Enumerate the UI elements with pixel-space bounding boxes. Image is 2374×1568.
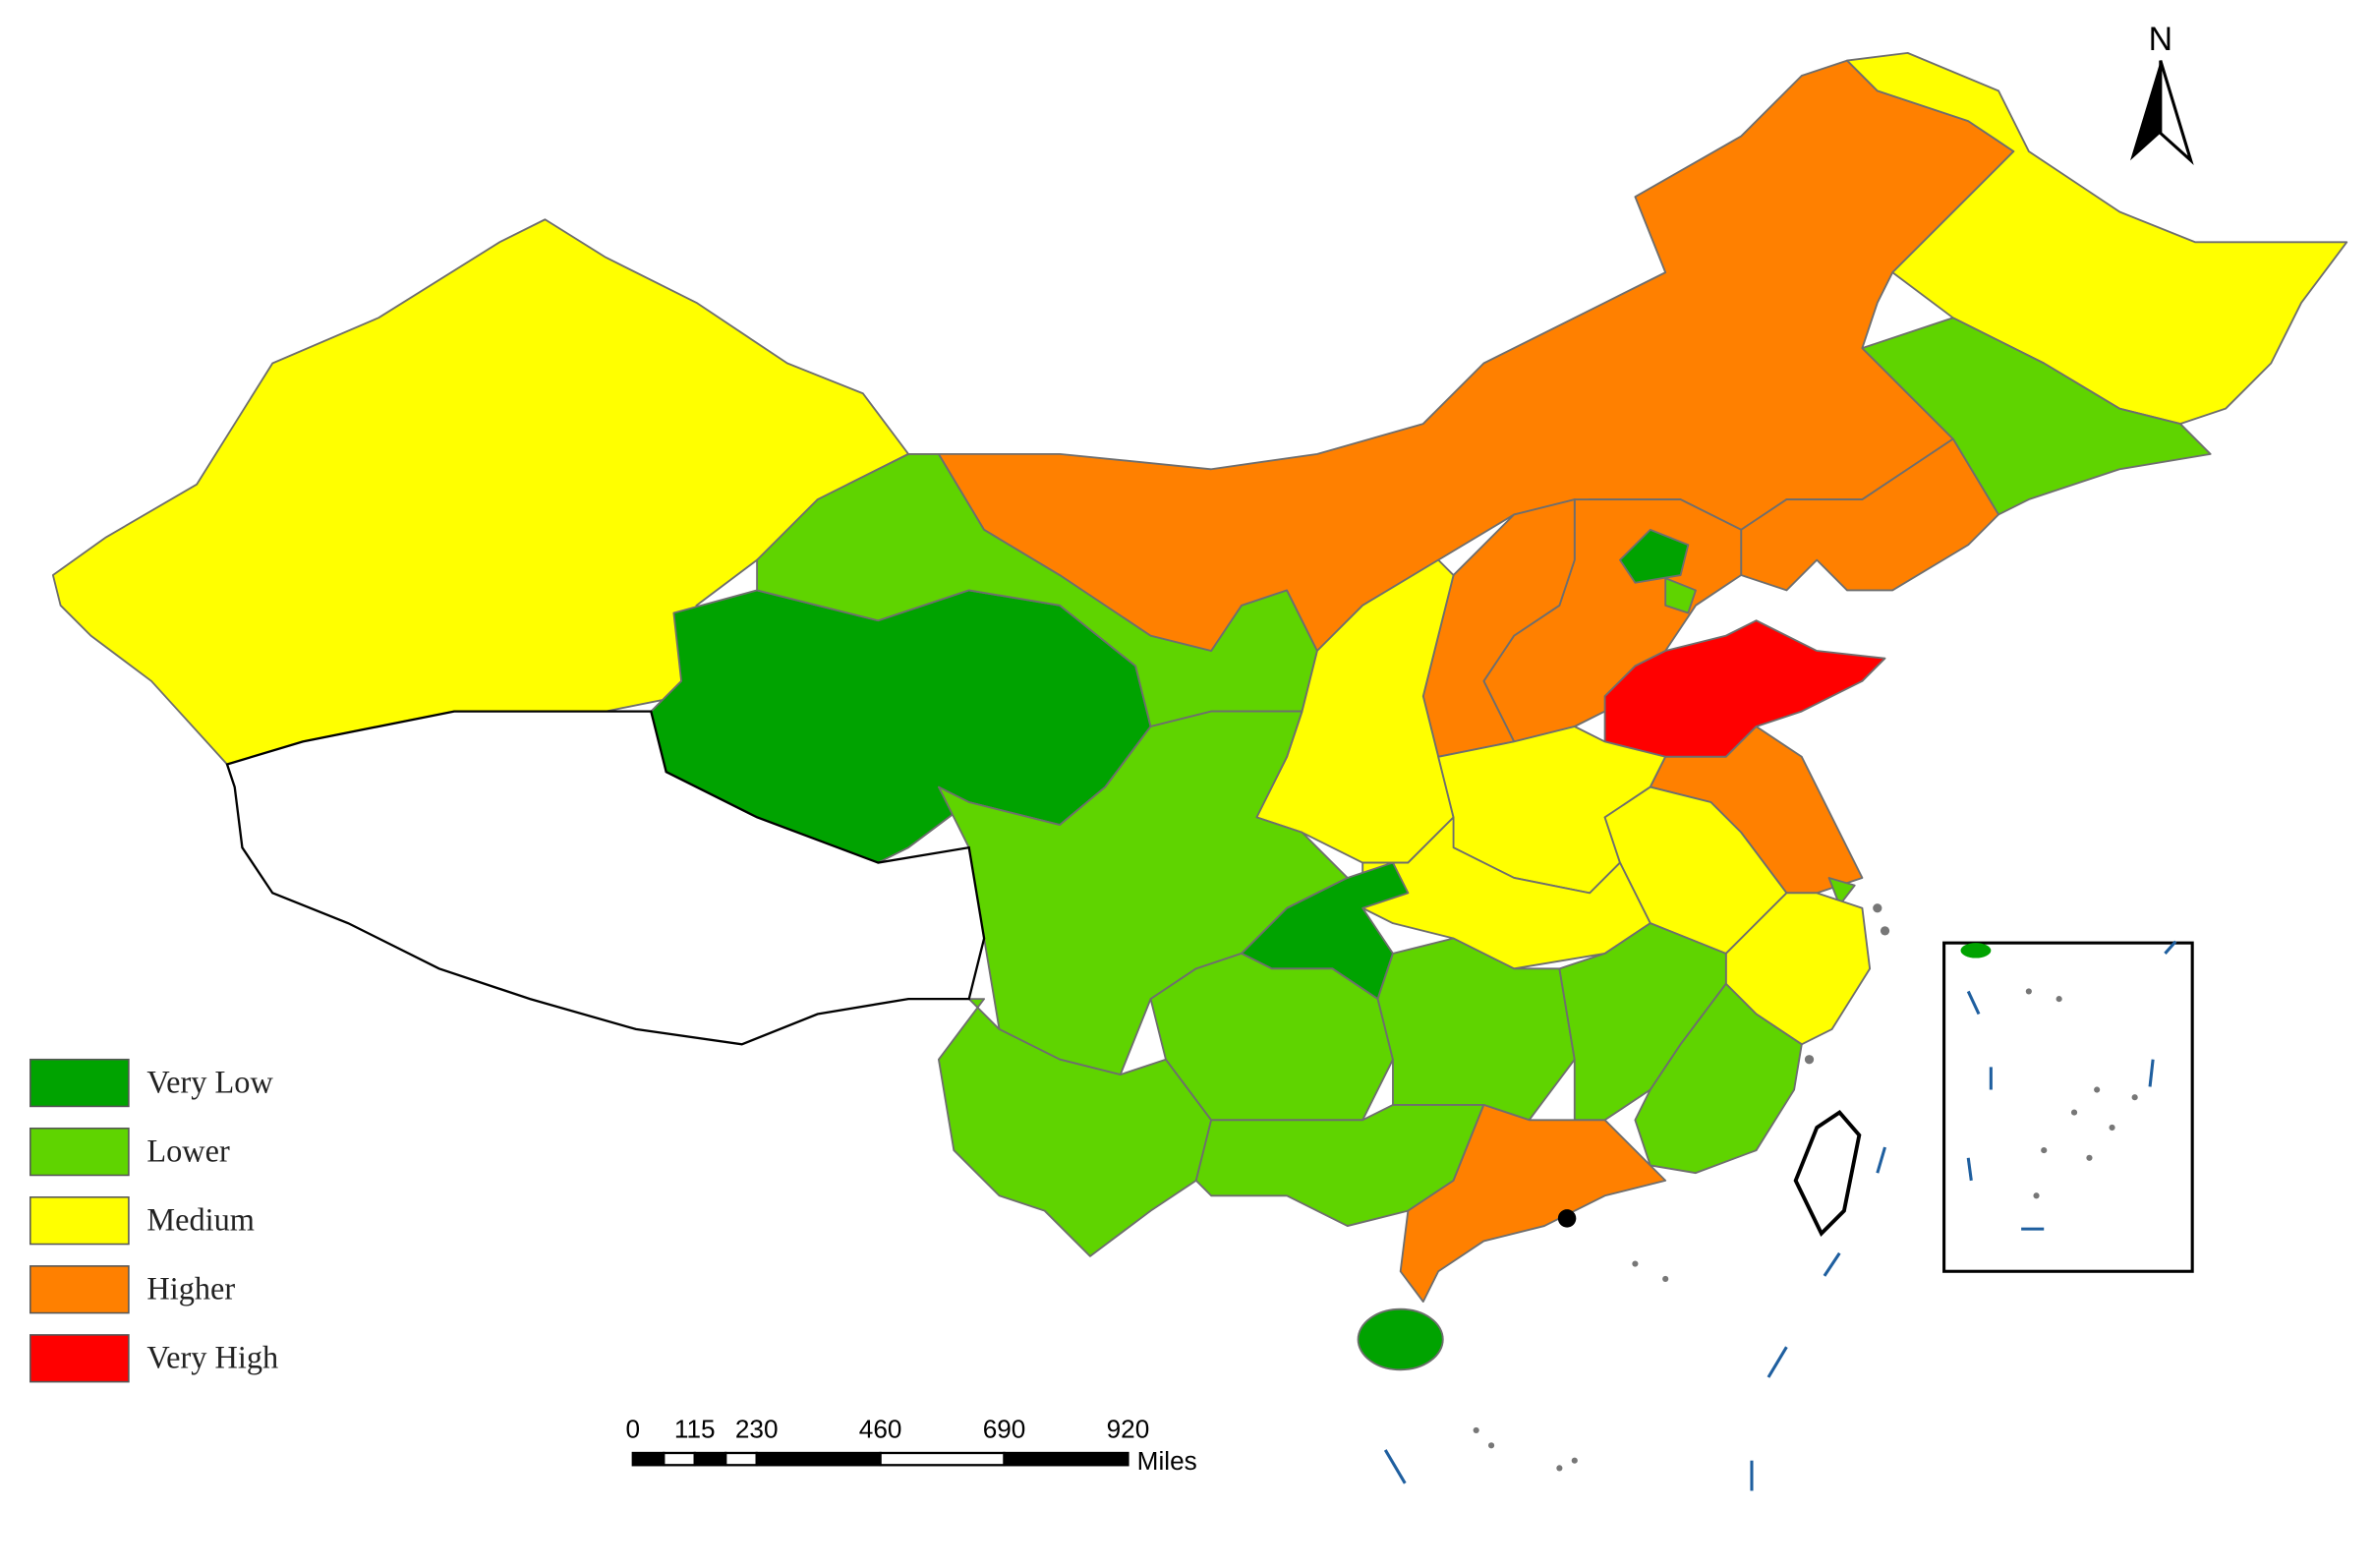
province bbox=[1634, 982, 1803, 1175]
legend-swatch bbox=[29, 1058, 130, 1108]
boundary-dashes bbox=[1383, 940, 2177, 1491]
province bbox=[1740, 437, 1999, 592]
scale-segment bbox=[879, 1451, 1006, 1467]
province bbox=[1846, 51, 2348, 426]
scale-label: 230 bbox=[735, 1415, 779, 1444]
legend-label: Medium bbox=[146, 1201, 255, 1237]
scale-label: 0 bbox=[626, 1415, 641, 1444]
inset-frame bbox=[1942, 941, 2194, 1273]
legend: Very Low Lower Medium Higher Very High bbox=[29, 1058, 278, 1383]
province bbox=[1376, 937, 1576, 1122]
legend-swatch bbox=[29, 1334, 130, 1383]
island bbox=[1557, 1209, 1577, 1228]
scale-label: 115 bbox=[674, 1415, 716, 1444]
province bbox=[1619, 528, 1690, 584]
scale-segment bbox=[693, 1451, 727, 1467]
province bbox=[1361, 816, 1651, 970]
north-arrow bbox=[2159, 60, 2194, 166]
province bbox=[1399, 1103, 1667, 1303]
inset-island bbox=[1960, 943, 1992, 958]
scale-segment bbox=[755, 1451, 882, 1467]
province bbox=[937, 998, 1213, 1257]
province bbox=[1664, 577, 1697, 614]
north-label: N bbox=[2149, 21, 2172, 58]
scale-label: 690 bbox=[983, 1415, 1026, 1444]
province bbox=[1827, 877, 1856, 906]
north-arrow bbox=[2130, 60, 2161, 161]
scale-label: 920 bbox=[1107, 1415, 1150, 1444]
island bbox=[1793, 1110, 1862, 1238]
scale-segment bbox=[663, 1451, 696, 1467]
no-data-region bbox=[225, 710, 986, 1046]
regions bbox=[51, 51, 2348, 1371]
legend-swatch bbox=[29, 1196, 130, 1246]
legend-label: Lower bbox=[146, 1132, 230, 1168]
legend-label: Very High bbox=[146, 1340, 278, 1375]
legend-label: Very Low bbox=[146, 1064, 273, 1099]
islets bbox=[1473, 903, 2138, 1472]
scale-segment bbox=[724, 1451, 758, 1467]
province bbox=[1357, 1307, 1444, 1371]
scale-label: 460 bbox=[859, 1415, 902, 1444]
legend-swatch bbox=[29, 1265, 130, 1314]
province bbox=[1861, 317, 2212, 516]
scale-segment bbox=[1003, 1451, 1129, 1467]
scale-segment bbox=[631, 1451, 666, 1467]
scale-unit: Miles bbox=[1137, 1446, 1197, 1476]
legend-label: Higher bbox=[146, 1270, 235, 1306]
legend-swatch bbox=[29, 1127, 130, 1177]
